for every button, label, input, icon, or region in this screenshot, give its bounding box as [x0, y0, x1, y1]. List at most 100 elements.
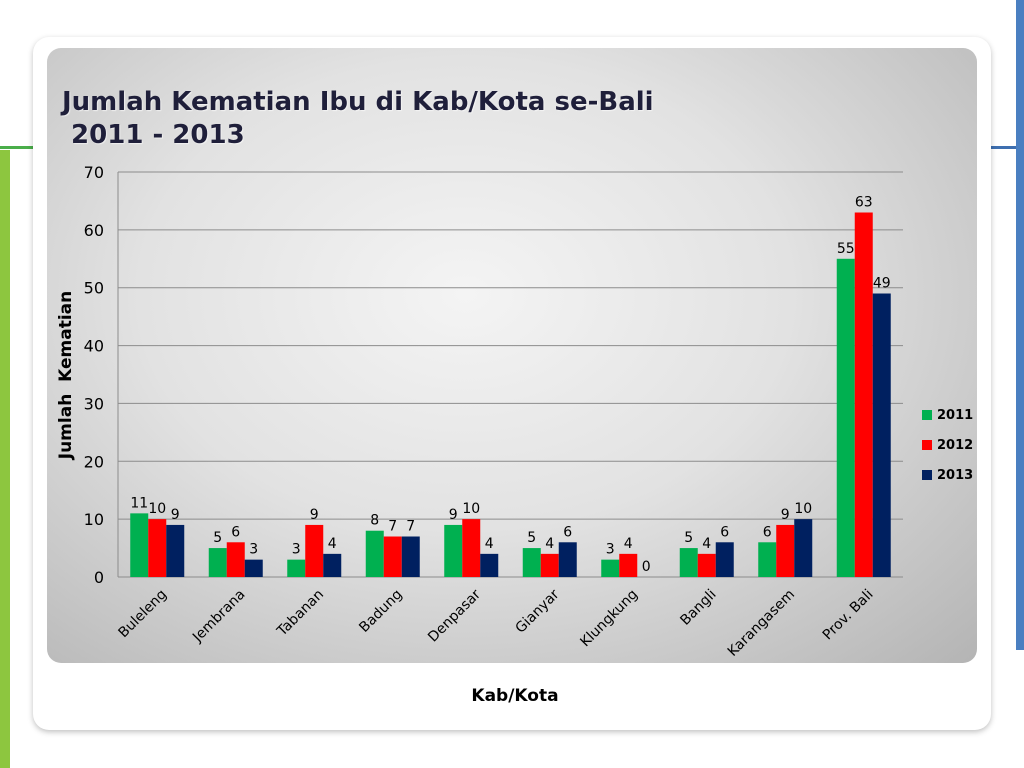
bar-2012-denpasar [462, 519, 481, 577]
bar-2012-gianyar [540, 553, 559, 577]
bar-2012-klungkung [619, 553, 638, 577]
y-axis-ticks: 0 10 20 30 40 50 60 70 [84, 163, 104, 587]
data-label: 49 [873, 276, 891, 292]
x-tick-label: Tabanan [274, 587, 327, 640]
x-tick-label: Jembrana [189, 587, 248, 646]
data-label: 55 [837, 241, 855, 257]
data-label: 8 [370, 513, 379, 529]
data-label: 9 [781, 507, 790, 523]
bar-2012-karangasem [776, 524, 795, 577]
data-label: 5 [213, 530, 222, 546]
bar-2011-klungkung [601, 559, 620, 577]
x-axis-ticks: Buleleng Jembrana Tabanan Badung Denpasar Gia… [115, 586, 876, 660]
bar-2011-badung [365, 530, 384, 577]
legend-label-2011: 2011 [937, 407, 974, 423]
bar-2013-gianyar [558, 542, 577, 577]
data-label: 5 [527, 530, 536, 546]
legend-label-2013: 2013 [937, 467, 974, 483]
data-label: 9 [310, 507, 319, 523]
bar-2011-gianyar [522, 548, 541, 577]
bar-2013-prov-bali [872, 293, 891, 577]
bar-2013-jembrana [244, 559, 263, 577]
y-tick-label: 10 [84, 510, 104, 529]
legend: 2011 2012 2013 [922, 400, 973, 490]
legend-swatch-2013 [922, 470, 932, 480]
data-label: 9 [449, 507, 458, 523]
bar-2013-denpasar [480, 553, 499, 577]
data-label: 0 [642, 559, 651, 575]
bar-2012-buleleng [148, 519, 167, 577]
data-label: 7 [388, 519, 397, 535]
decorative-blue-line [990, 146, 1024, 149]
legend-item-2013: 2013 [922, 460, 973, 490]
data-label: 4 [545, 536, 554, 552]
bars [130, 212, 891, 577]
bar-2011-denpasar [444, 524, 463, 577]
y-tick-label: 60 [84, 221, 104, 240]
data-label: 6 [720, 524, 729, 540]
bar-2012-tabanan [305, 524, 324, 577]
x-tick-label: Bangli [677, 587, 719, 629]
legend-label-2012: 2012 [937, 437, 974, 453]
bar-2011-karangasem [758, 542, 777, 577]
bar-2013-tabanan [323, 553, 342, 577]
bar-2011-bangli [679, 548, 698, 577]
x-tick-label: Buleleng [115, 587, 170, 642]
bar-2013-karangasem [794, 519, 813, 577]
bar-2013-bangli [715, 542, 734, 577]
data-label: 3 [249, 542, 258, 558]
data-label: 7 [406, 519, 415, 535]
x-tick-label: Karangasem [725, 587, 798, 660]
x-tick-label: Denpasar [425, 586, 484, 645]
y-tick-label: 0 [94, 568, 104, 587]
data-label: 10 [794, 501, 812, 517]
bar-2012-jembrana [226, 542, 245, 577]
data-label: 63 [855, 195, 873, 211]
bar-2012-prov-bali [854, 212, 873, 577]
bar-2013-buleleng [166, 524, 185, 577]
bar-2012-bangli [697, 553, 716, 577]
bar-2011-tabanan [287, 559, 306, 577]
data-label: 10 [148, 501, 166, 517]
decorative-blue-bar [1016, 0, 1024, 650]
x-axis-label: Kab/Kota [471, 686, 559, 706]
data-label: 10 [462, 501, 480, 517]
chart-title-line-2: 2011 - 2013 [62, 120, 245, 150]
data-label: 5 [684, 530, 693, 546]
x-tick-label: Klungkung [577, 587, 641, 651]
decorative-green-bar [0, 150, 10, 768]
bar-2012-badung [383, 536, 402, 577]
data-label: 3 [292, 542, 301, 558]
chart-title-line-1: Jumlah Kematian Ibu di Kab/Kota se-Bali [62, 87, 654, 117]
data-label: 9 [171, 507, 180, 523]
legend-item-2011: 2011 [922, 400, 973, 430]
data-label: 4 [485, 536, 494, 552]
decorative-green-line [0, 146, 36, 149]
y-tick-label: 30 [84, 394, 104, 413]
y-tick-label: 20 [84, 452, 104, 471]
bar-2011-jembrana [208, 548, 227, 577]
x-tick-label: Prov. Bali [820, 587, 877, 644]
data-label: 11 [130, 495, 148, 511]
y-tick-label: 50 [84, 279, 104, 298]
data-label: 6 [763, 524, 772, 540]
data-label: 6 [231, 524, 240, 540]
y-tick-label: 70 [84, 163, 104, 182]
chart-title: Jumlah Kematian Ibu di Kab/Kota se-Bali … [62, 86, 654, 152]
y-axis-label: Jumlah Kematian [56, 290, 76, 460]
bar-2011-prov-bali [836, 258, 855, 577]
data-label: 3 [606, 542, 615, 558]
y-tick-label: 40 [84, 337, 104, 356]
data-label: 4 [328, 536, 337, 552]
bar-2011-buleleng [130, 513, 149, 577]
legend-swatch-2012 [922, 440, 932, 450]
bar-2013-badung [401, 536, 420, 577]
x-tick-label: Gianyar [513, 586, 563, 636]
legend-item-2012: 2012 [922, 430, 973, 460]
legend-swatch-2011 [922, 410, 932, 420]
data-label: 6 [563, 524, 572, 540]
gridlines [117, 171, 903, 578]
chart-background [47, 48, 977, 663]
